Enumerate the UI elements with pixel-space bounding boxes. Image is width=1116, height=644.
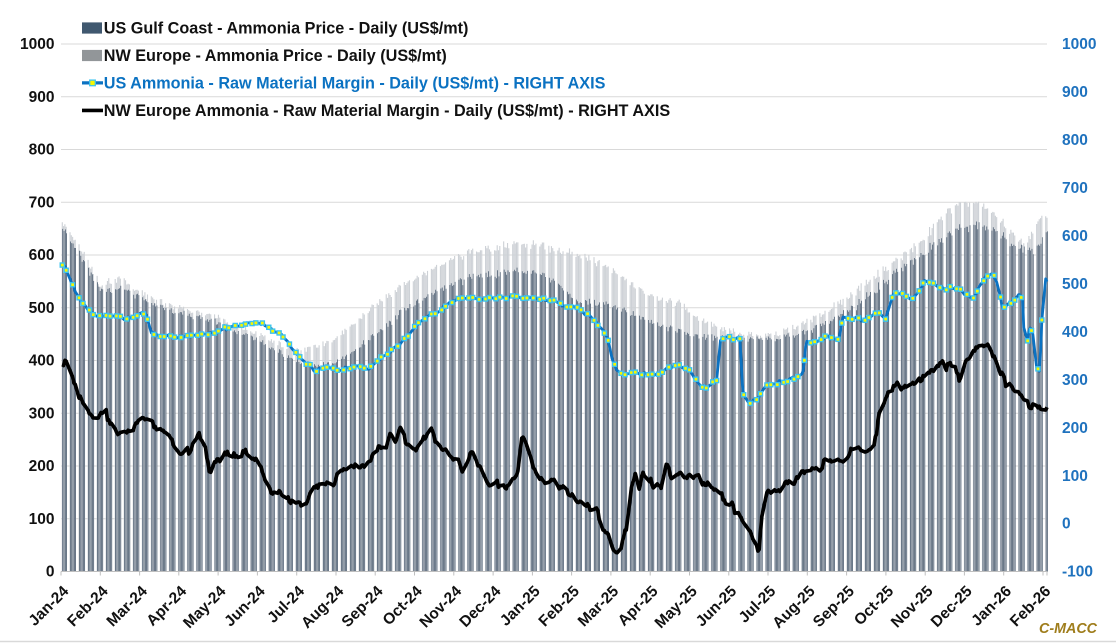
svg-text:US Ammonia - Raw Material Marg: US Ammonia - Raw Material Margin - Daily… <box>104 74 606 92</box>
svg-text:300: 300 <box>29 405 55 422</box>
svg-text:C-MACC: C-MACC <box>1039 621 1098 637</box>
svg-text:100: 100 <box>29 511 55 528</box>
svg-text:NW Europe Ammonia - Raw Materi: NW Europe Ammonia - Raw Material Margin … <box>104 102 671 120</box>
svg-text:500: 500 <box>1062 276 1088 293</box>
svg-text:600: 600 <box>29 247 55 264</box>
svg-text:1000: 1000 <box>1062 36 1096 53</box>
svg-text:NW Europe - Ammonia Price - Da: NW Europe - Ammonia Price - Daily (US$/m… <box>104 47 447 65</box>
svg-text:200: 200 <box>29 458 55 475</box>
svg-text:700: 700 <box>29 194 55 211</box>
svg-text:800: 800 <box>1062 132 1088 149</box>
svg-text:0: 0 <box>1062 516 1071 533</box>
svg-text:300: 300 <box>1062 372 1088 389</box>
svg-text:0: 0 <box>46 564 55 581</box>
svg-text:900: 900 <box>29 89 55 106</box>
svg-text:900: 900 <box>1062 84 1088 101</box>
svg-text:500: 500 <box>29 300 55 317</box>
svg-text:400: 400 <box>29 353 55 370</box>
svg-text:100: 100 <box>1062 468 1088 485</box>
svg-text:US Gulf Coast - Ammonia Price: US Gulf Coast - Ammonia Price - Daily (U… <box>104 19 469 37</box>
svg-text:1000: 1000 <box>20 36 54 53</box>
svg-text:400: 400 <box>1062 324 1088 341</box>
svg-text:800: 800 <box>29 142 55 159</box>
svg-text:700: 700 <box>1062 180 1088 197</box>
svg-text:200: 200 <box>1062 420 1088 437</box>
svg-text:600: 600 <box>1062 228 1088 245</box>
svg-text:-100: -100 <box>1062 564 1093 581</box>
